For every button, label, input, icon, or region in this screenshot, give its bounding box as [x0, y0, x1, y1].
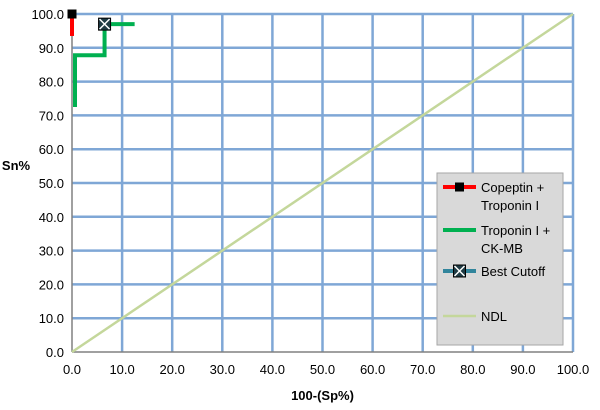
legend-label: NDL: [481, 309, 507, 324]
x-tick-label: 100.0: [557, 362, 590, 377]
legend-entry-copeptin-troponin-i: Copeptin + Troponin I: [443, 180, 544, 213]
x-tick-label: 50.0: [310, 362, 335, 377]
legend-label: Copeptin +: [481, 180, 544, 195]
best-cutoff-marker-cross: [453, 265, 466, 277]
series-line-ndl: [71, 12, 574, 354]
y-tick-label: 80.0: [39, 75, 64, 90]
y-tick-label: 0.0: [46, 345, 64, 360]
x-tick-label: 0.0: [63, 362, 81, 377]
legend: Copeptin + Troponin I Troponin I + CK-MB Bes…: [436, 172, 564, 346]
y-tick-label: 70.0: [39, 108, 64, 123]
x-tick-label: 40.0: [260, 362, 285, 377]
x-tick-label: 90.0: [510, 362, 535, 377]
legend-entry-troponin-i-ck-mb: Troponin I + CK-MB: [443, 223, 550, 256]
legend-entry-ndl: NDL: [443, 309, 507, 324]
copeptin-marker: [455, 182, 464, 192]
x-axis-title: 100-(Sp%): [291, 388, 354, 403]
best-cutoff-marker-cross: [99, 18, 111, 30]
y-tick-label: 100.0: [31, 7, 64, 22]
y-axis-title: Sn%: [2, 158, 31, 173]
x-tick-label: 80.0: [460, 362, 485, 377]
y-tick-labels: 0.0 10.0 20.0 30.0 40.0 50.0 60.0 70.0 80.0 90.0 1…: [31, 7, 64, 360]
x-tick-label: 10.0: [109, 362, 134, 377]
y-tick-label: 10.0: [39, 311, 64, 326]
y-tick-label: 40.0: [39, 210, 64, 225]
legend-label: Troponin I +: [481, 223, 550, 238]
y-tick-label: 50.0: [39, 176, 64, 191]
legend-label: Troponin I: [481, 198, 539, 213]
copeptin-marker: [67, 9, 77, 19]
x-tick-label: 70.0: [410, 362, 435, 377]
legend-label: CK-MB: [481, 241, 523, 256]
x-tick-labels: 0.0 10.0 20.0 30.0 40.0 50.0 60.0 70.0 80.0 90.0 1…: [63, 362, 589, 377]
y-tick-label: 30.0: [39, 244, 64, 259]
x-tick-label: 20.0: [160, 362, 185, 377]
legend-entry-best-cutoff: Best Cutoff: [443, 264, 545, 279]
legend-label: Best Cutoff: [481, 264, 545, 279]
series-line-troponin-i-ck-mb: [73, 22, 135, 107]
y-tick-label: 90.0: [39, 41, 64, 56]
y-tick-label: 20.0: [39, 277, 64, 292]
y-tick-label: 60.0: [39, 142, 64, 157]
series-lines: [67, 9, 574, 354]
x-tick-label: 30.0: [210, 362, 235, 377]
axes: [71, 14, 573, 353]
x-tick-label: 60.0: [360, 362, 385, 377]
